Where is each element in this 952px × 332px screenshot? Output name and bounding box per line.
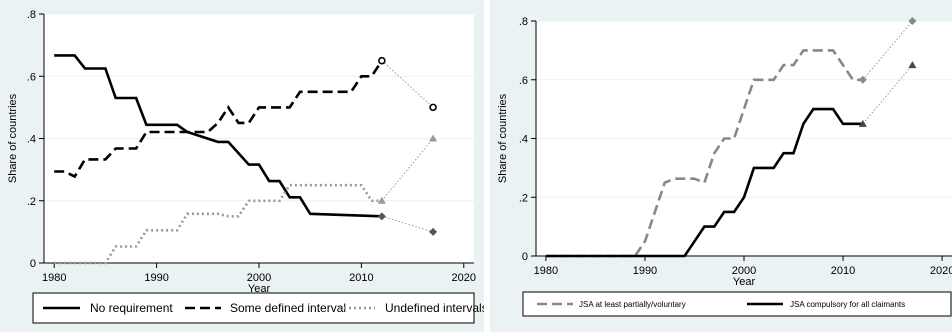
y-tick-label: .2: [27, 196, 36, 208]
left-chart: 0 .2 .4 .6 .8 1980 1990 2000 2010 2020 Year Share o…: [7, 9, 484, 324]
x-axis-title: Year: [248, 283, 271, 295]
x-tick-label: 2000: [247, 272, 271, 284]
diamond-marker: [377, 212, 386, 221]
x-tick-label: 2000: [732, 265, 756, 277]
x-tick-label: 2020: [452, 272, 476, 284]
series-line-2: [545, 107, 863, 258]
projection-line: [381, 138, 434, 202]
projection-line: [862, 64, 913, 125]
series-line-3: [54, 183, 382, 265]
y-tick-label: .2: [519, 192, 528, 204]
series-line-1: [545, 49, 863, 258]
x-tick-label: 2010: [349, 272, 373, 284]
left-panel: 0 .2 .4 .6 .8 1980 1990 2000 2010 2020 Year Share o…: [0, 0, 484, 332]
projection-line: [381, 60, 434, 108]
legend-label-2: JSA compulsory for all claimants: [790, 300, 905, 309]
triangle-marker: [858, 119, 867, 127]
right-panel: 0 .2 .4 .6 .8 1980 1990 2000 2010 2020 Year Share o…: [490, 0, 952, 332]
triangle-marker: [377, 196, 386, 204]
x-tick-label: 1980: [534, 265, 558, 277]
y-axis-title: Share of countries: [497, 93, 509, 183]
y-axis-title: Share of countries: [7, 93, 19, 183]
circle-marker: [378, 56, 386, 65]
right-chart: 0 .2 .4 .6 .8 1980 1990 2000 2010 2020 Year Share o…: [497, 16, 952, 317]
triangle-marker: [429, 134, 438, 142]
y-tick-label: .4: [27, 134, 36, 146]
triangle-marker: [908, 61, 917, 69]
y-tick-label: .6: [27, 71, 36, 83]
y-tick-label: .6: [519, 75, 528, 87]
projection-line: [862, 20, 913, 81]
y-tick-label: 0: [30, 258, 36, 270]
series-line-2: [54, 59, 383, 179]
x-tick-label: 1980: [42, 272, 66, 284]
diamond-marker: [908, 17, 917, 25]
series-line-1: [54, 54, 382, 218]
legend-label-1: JSA at least partially/voluntary: [579, 300, 686, 309]
y-tick-label: 0: [522, 251, 528, 263]
y-tick-label: .8: [519, 16, 528, 28]
x-tick-label: 1990: [144, 272, 168, 284]
x-tick-label: 2010: [831, 265, 855, 277]
legend-box: [32, 292, 475, 324]
diamond-marker: [429, 227, 438, 236]
x-tick-label: 1990: [633, 265, 657, 277]
y-tick-label: .4: [519, 134, 528, 146]
legend-box: [522, 291, 952, 317]
legend-label-2: Some defined interval: [230, 301, 346, 315]
circle-marker: [429, 103, 437, 112]
x-axis-title: Year: [733, 276, 756, 288]
legend-label-1: No requirement: [90, 301, 173, 315]
y-tick-label: .8: [27, 9, 36, 21]
x-tick-label: 2020: [930, 265, 952, 277]
legend-label-3: Undefined intervals: [385, 301, 484, 315]
diamond-marker: [858, 75, 867, 84]
